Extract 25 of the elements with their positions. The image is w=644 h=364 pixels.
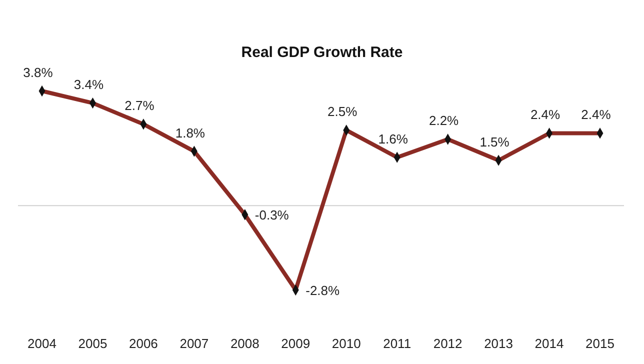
chart-title: Real GDP Growth Rate [241, 44, 403, 61]
data-label: 1.6% [378, 131, 408, 146]
data-label: -2.8% [306, 283, 340, 298]
x-tick-label: 2010 [332, 336, 361, 351]
x-tick-label: 2011 [383, 336, 412, 351]
data-label: 2.7% [124, 98, 155, 114]
x-tick-label: 2007 [180, 336, 209, 351]
x-tick-label: 2005 [78, 336, 108, 351]
data-label: 2.4% [581, 107, 612, 122]
x-tick-label: 2012 [433, 336, 462, 351]
data-label: 1.8% [175, 125, 206, 140]
data-label: 1.5% [480, 134, 510, 150]
x-tick-label: 2004 [28, 336, 56, 351]
x-tick-label: 2006 [128, 336, 158, 351]
x-tick-label: 2015 [586, 336, 614, 351]
x-tick-label: 2014 [534, 336, 564, 351]
data-label: 3.8% [23, 65, 54, 80]
data-label: -0.3% [254, 208, 290, 223]
x-tick-label: 2009 [281, 336, 310, 351]
x-tick-label: 2013 [484, 336, 514, 351]
data-label: 2.4% [530, 107, 561, 122]
data-label: 3.4% [74, 77, 104, 92]
data-label: 2.2% [429, 113, 460, 128]
x-tick-label: 2008 [230, 336, 260, 351]
data-label: 2.5% [328, 104, 358, 120]
